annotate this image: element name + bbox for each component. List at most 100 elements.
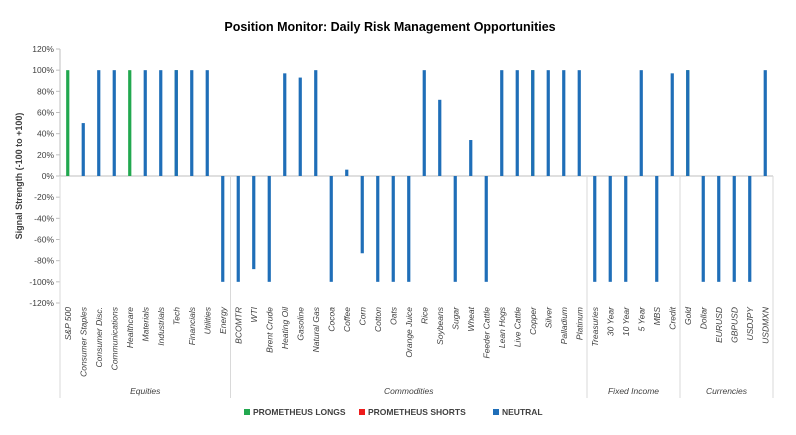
x-tick-label: Industrials: [156, 306, 166, 345]
y-tick-label: 100%: [32, 65, 54, 75]
bar-neutral: [283, 73, 287, 176]
y-tick-label: -120%: [29, 298, 54, 308]
bar-neutral: [717, 176, 721, 282]
x-tick-label: Palladium: [559, 307, 569, 344]
x-tick-label: Healthcare: [125, 307, 135, 348]
x-tick-label: Soybeans: [435, 306, 445, 345]
x-tick-label: USDJPY: [745, 306, 755, 341]
y-tick-label: 20%: [37, 150, 54, 160]
x-tick-label: Live Cattle: [512, 307, 522, 347]
x-tick-label: Copper: [528, 306, 538, 335]
bar-neutral: [748, 176, 752, 282]
x-tick-label: Gold: [683, 307, 693, 325]
bar-neutral: [314, 70, 318, 176]
bar-neutral: [531, 70, 535, 176]
x-tick-label: Coffee: [342, 307, 352, 332]
x-tick-label: Credit: [667, 306, 677, 329]
bar-neutral: [422, 70, 426, 176]
legend-label-shorts: PROMETHEUS SHORTS: [368, 407, 466, 417]
bar-neutral: [174, 70, 178, 176]
bar-neutral: [593, 176, 597, 282]
x-tick-label: Wheat: [466, 306, 476, 331]
y-tick-label: -80%: [34, 256, 54, 266]
bar-neutral: [221, 176, 225, 282]
y-tick-label: 0%: [42, 171, 55, 181]
group-label: Equities: [130, 386, 161, 396]
bar-neutral: [608, 176, 612, 282]
bar-neutral: [329, 176, 333, 282]
group-label: Fixed Income: [608, 386, 659, 396]
x-tick-label: 5 Year: [636, 306, 646, 332]
bar-neutral: [205, 70, 209, 176]
y-tick-label: -100%: [29, 277, 54, 287]
bar-neutral: [267, 176, 271, 282]
x-tick-label: Gasoline: [295, 307, 305, 341]
x-tick-label: Dollar: [698, 306, 708, 329]
y-tick-label: 80%: [37, 86, 54, 96]
x-tick-label: BCOMTR: [233, 307, 243, 344]
group-label: Commodities: [384, 386, 434, 396]
bar-longs: [128, 70, 132, 176]
y-tick-label: 60%: [37, 108, 54, 118]
x-tick-label: WTI: [249, 306, 259, 322]
bar-neutral: [159, 70, 163, 176]
x-tick-label: Tech: [171, 307, 181, 325]
x-tick-label: Silver: [543, 306, 553, 328]
x-tick-label: Corn: [357, 307, 367, 326]
legend: PROMETHEUS LONGS PROMETHEUS SHORTS NEUTRAL: [244, 407, 543, 417]
legend-label-neutral: NEUTRAL: [502, 407, 543, 417]
bar-neutral: [469, 140, 473, 176]
bar-neutral: [763, 70, 767, 176]
x-tick-label: Feeder Cattle: [481, 307, 491, 359]
x-tick-label: Treasuries: [590, 306, 600, 346]
bar-neutral: [407, 176, 411, 282]
bar-neutral: [143, 70, 147, 176]
bar-neutral: [732, 176, 736, 282]
x-tick-label: Energy: [218, 306, 228, 334]
bar-neutral: [639, 70, 643, 176]
bar-longs: [66, 70, 70, 176]
x-tick-label: Heating Oil: [280, 306, 290, 349]
y-tick-label: -60%: [34, 235, 54, 245]
x-tick-label: 10 Year: [621, 306, 631, 336]
x-tick-label: Platinum: [574, 307, 584, 340]
x-tick-label: Natural Gas: [311, 306, 321, 352]
bar-neutral: [438, 99, 442, 176]
bar-neutral: [252, 176, 256, 270]
x-tick-label: Sugar: [450, 306, 460, 330]
bar-neutral: [500, 70, 504, 176]
bar-neutral: [515, 70, 519, 176]
x-tick-label: S&P 500: [63, 307, 73, 341]
x-tick-label: Rice: [419, 307, 429, 324]
x-tick-label: Cotton: [373, 307, 383, 332]
bar-neutral: [562, 70, 566, 176]
group-label: Currencies: [706, 386, 748, 396]
bar-neutral: [655, 176, 659, 282]
legend-swatch-neutral: [493, 409, 499, 415]
bar-neutral: [97, 70, 101, 176]
bar-neutral: [360, 176, 364, 254]
bar-neutral: [484, 176, 488, 282]
y-tick-label: 40%: [37, 129, 54, 139]
x-tick-label: Consumer Disc.: [94, 307, 104, 367]
bar-neutral: [81, 123, 85, 176]
x-tick-label: Utilities: [202, 306, 212, 334]
bar-neutral: [391, 176, 395, 282]
bar-neutral: [112, 70, 116, 176]
chart-title: Position Monitor: Daily Risk Management …: [224, 20, 555, 34]
legend-label-longs: PROMETHEUS LONGS: [253, 407, 346, 417]
bar-neutral: [546, 70, 550, 176]
x-tick-label: Orange Juice: [404, 307, 414, 358]
x-tick-label: EURUSD: [714, 307, 724, 343]
bar-neutral: [236, 176, 240, 282]
bar-neutral: [345, 169, 349, 176]
plot-area: 120% 100% 80% 60% 40% 20% 0% -20% -40% -60% -80% -1…: [29, 44, 774, 398]
x-tick-label: Lean Hogs: [497, 306, 507, 348]
x-tick-label: GBPUSD: [729, 307, 739, 343]
x-tick-label: MBS: [652, 307, 662, 326]
x-tick-label: Cocoa: [326, 307, 336, 332]
bar-neutral: [298, 77, 302, 176]
x-tick-label: Communications: [109, 306, 119, 370]
